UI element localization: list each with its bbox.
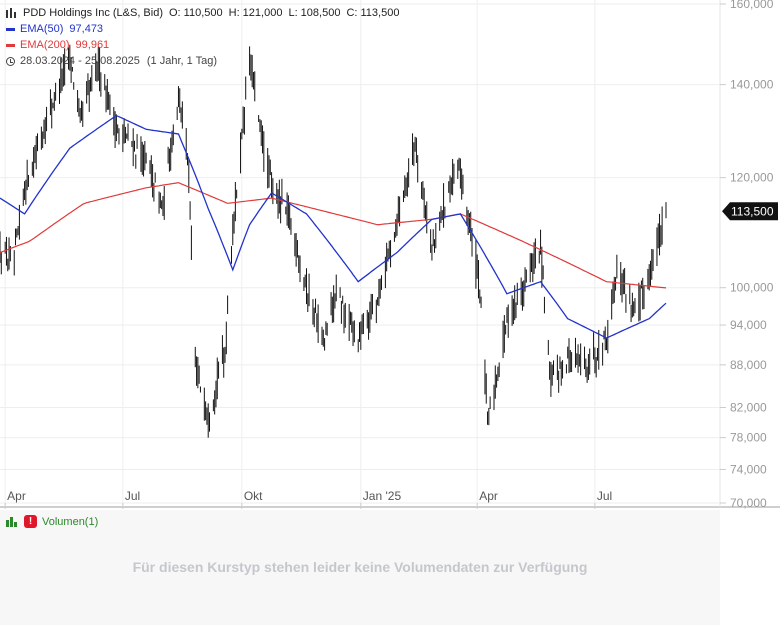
clock-icon xyxy=(6,56,15,66)
legend-low: L: 108,500 xyxy=(288,7,341,19)
legend-ema50-row[interactable]: EMA(50) 97,473 xyxy=(6,21,399,37)
warning-icon: ! xyxy=(24,515,37,528)
price-tag-label: 113,500 xyxy=(731,204,774,218)
y-tick-label: 94,000 xyxy=(730,318,767,332)
price-tag-background xyxy=(722,202,778,221)
grid-lines xyxy=(0,0,720,507)
ohlc-bars xyxy=(0,44,667,438)
legend-high: H: 121,000 xyxy=(228,7,283,19)
ema50-line xyxy=(0,114,667,339)
y-tick-label: 88,000 xyxy=(730,358,767,372)
date-range: 28.03.2024 - 25.08.2025 xyxy=(20,55,140,67)
y-tick-label: 70,000 xyxy=(730,496,767,510)
ema200-swatch xyxy=(6,43,15,47)
volume-unavailable-message: Für diesen Kurstyp stehen leider keine V… xyxy=(132,559,588,575)
y-tick-label: 160,000 xyxy=(730,0,774,11)
volume-bars-icon xyxy=(6,516,18,527)
volume-legend[interactable]: ! Volumen(1) xyxy=(6,515,98,528)
legend-open: O: 110,500 xyxy=(169,7,223,19)
ema200-label: EMA(200) xyxy=(20,39,70,51)
volume-label: Volumen(1) xyxy=(42,515,99,528)
legend-close: C: 113,500 xyxy=(346,7,400,19)
ohlc-bars-icon xyxy=(6,8,18,18)
volume-panel xyxy=(0,510,720,625)
x-tick-label: Apr xyxy=(479,489,498,503)
y-tick-label: 100,000 xyxy=(730,281,774,295)
range-note: (1 Jahr, 1 Tag) xyxy=(146,55,218,67)
x-tick-label: Jan '25 xyxy=(363,489,402,503)
last-price-tag: 113,500 xyxy=(722,202,778,221)
chart-legend: PDD Holdings Inc (L&S, Bid) O: 110,500 H… xyxy=(6,5,399,69)
legend-title-row: PDD Holdings Inc (L&S, Bid) O: 110,500 H… xyxy=(6,5,399,21)
x-tick-label: Apr xyxy=(7,489,26,503)
ema50-value: 97,473 xyxy=(69,23,104,35)
y-tick-label: 82,000 xyxy=(730,400,767,414)
legend-range-row: 28.03.2024 - 25.08.2025 (1 Jahr, 1 Tag) xyxy=(6,53,399,69)
x-tick-label: Okt xyxy=(244,489,263,503)
ema50-swatch xyxy=(6,27,15,31)
price-chart[interactable]: 70,000 74,000 78,000 82,000 88,000 94,000 100,… xyxy=(0,0,780,510)
y-axis-ticks: 70,000 74,000 78,000 82,000 88,000 94,000 100,… xyxy=(720,0,774,510)
legend-ema200-row[interactable]: EMA(200) 99,961 xyxy=(6,37,399,53)
y-tick-label: 74,000 xyxy=(730,462,767,476)
y-tick-label: 140,000 xyxy=(730,78,774,92)
y-tick-label: 120,000 xyxy=(730,171,774,185)
x-axis-ticks: Apr Jul Okt Jan '25 Apr Jul xyxy=(4,489,612,509)
y-tick-label: 78,000 xyxy=(730,431,767,445)
ema200-value: 99,961 xyxy=(75,39,110,51)
x-tick-label: Jul xyxy=(125,489,140,503)
x-tick-label: Jul xyxy=(597,489,612,503)
ema50-label: EMA(50) xyxy=(20,23,64,35)
ema200-line xyxy=(0,182,667,289)
legend-title: PDD Holdings Inc (L&S, Bid) xyxy=(23,7,163,19)
